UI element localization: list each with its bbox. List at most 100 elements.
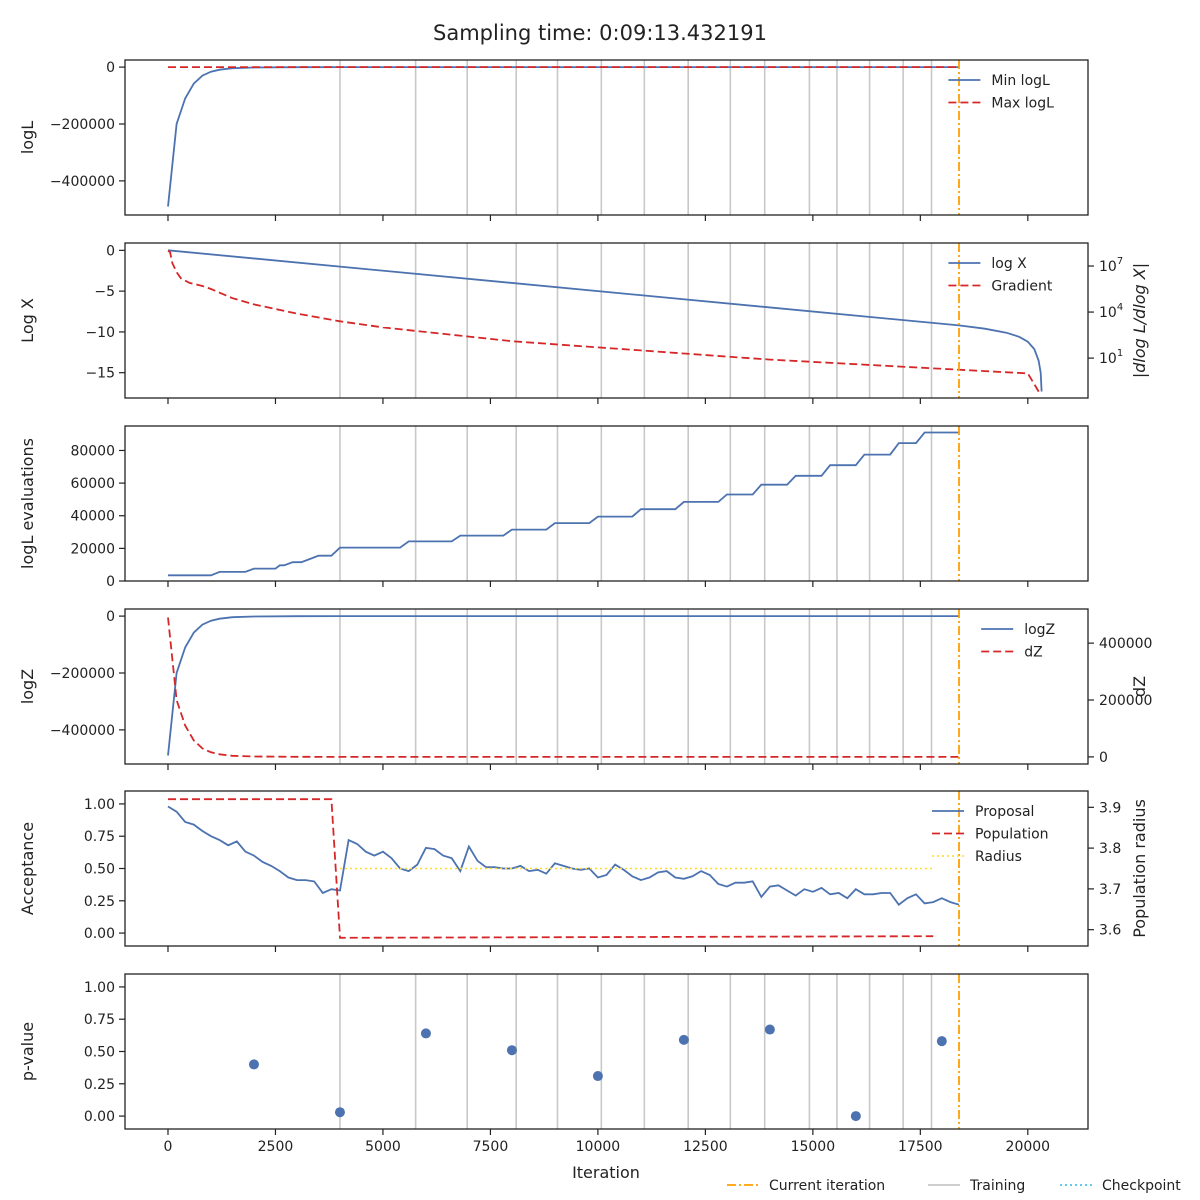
legend-logz: logZ dZ	[981, 622, 1055, 661]
y2-tick-label: 200000	[1099, 693, 1152, 709]
series-line-proposal	[167, 805, 960, 906]
legend-label: Max logL	[991, 96, 1054, 112]
legend-label: Population	[975, 827, 1049, 843]
series-line-gradient	[167, 249, 1042, 396]
y-tick-label: 40000	[70, 509, 115, 525]
panel-logx: 0 −5 −10 −15 Log X 101 104 107 |dlog L/dlog X| lo…	[18, 242, 1149, 404]
y-tick-label: 0	[106, 243, 115, 259]
legend-accept: Proposal Population Radius	[932, 804, 1049, 865]
series-line-min-logl	[167, 66, 959, 207]
tick-exponent: 1	[1117, 348, 1123, 359]
y-tick-label: −200000	[50, 117, 115, 133]
y2-tick-label: 3.7	[1099, 882, 1121, 898]
y-axis-label: logL	[18, 121, 37, 154]
series-line-population	[168, 798, 934, 939]
tick-exponent: 7	[1117, 256, 1123, 267]
data-point	[592, 1071, 603, 1082]
y-tick-label: 0.75	[84, 829, 115, 845]
series-line-dz	[167, 617, 959, 758]
plot-frame	[124, 608, 1089, 765]
y-tick-label: 1.00	[84, 980, 115, 996]
plot-frame	[124, 242, 1089, 399]
y-tick-label: 80000	[70, 443, 115, 459]
y-tick-label: 0.75	[84, 1012, 115, 1028]
data-point	[850, 1111, 861, 1122]
legend-label: Gradient	[991, 279, 1052, 295]
y2-axis-label: |dlog L/dlog X|	[1130, 263, 1149, 378]
y2-tick-label: 0	[1099, 750, 1108, 766]
x-tick-label: 5000	[365, 1139, 401, 1155]
series-line-logz	[167, 615, 959, 756]
legend-label: Proposal	[975, 804, 1034, 820]
x-tick-label: 7500	[473, 1139, 509, 1155]
series-group	[167, 249, 1043, 396]
panels: 0 −200000 −400000 logL Min logL Max logL 0 −5 −1…	[18, 59, 1152, 1155]
x-tick-label: 15000	[791, 1139, 836, 1155]
x-tick-label: 20000	[1006, 1139, 1051, 1155]
y-tick-label: −15	[85, 366, 115, 382]
data-point	[678, 1034, 689, 1045]
legend-label: Min logL	[991, 73, 1050, 89]
x-tick-label: 10000	[576, 1139, 621, 1155]
y-tick-label: 0.50	[84, 1045, 115, 1061]
y2-tick-label: 3.6	[1099, 923, 1121, 939]
plot-frame	[124, 973, 1089, 1130]
y-tick-label: 1.00	[84, 797, 115, 813]
y-tick-label: 60000	[70, 476, 115, 492]
y-tick-label: 0	[106, 60, 115, 76]
y2-tick-label: 3.9	[1099, 800, 1121, 816]
y2-tick-label: 3.8	[1099, 841, 1121, 857]
panel-accept: 0.00 0.25 0.50 0.75 1.00 Acceptance 3.6 3.7 3.8 3…	[18, 790, 1149, 952]
series-group	[248, 1024, 947, 1122]
x-tick-label: 12500	[683, 1139, 728, 1155]
y2-tick-label: 104	[1099, 302, 1123, 321]
chart-title: Sampling time: 0:09:13.432191	[433, 21, 767, 45]
panel-pvalue: 0.00 0.25 0.50 0.75 1.00 p-value 0 2500 5000 7500…	[18, 973, 1089, 1155]
series-group	[167, 798, 960, 939]
bottom-legend: Current iteration Training Checkpoint	[727, 1178, 1181, 1194]
legend-label: dZ	[1024, 645, 1042, 661]
panel-logz: 0 −200000 −400000 logZ 0 200000 400000 dZ logZ dZ	[18, 608, 1152, 770]
tick-exponent: 4	[1117, 302, 1123, 313]
bottom-legend-label: Checkpoint	[1102, 1178, 1181, 1194]
data-point	[248, 1059, 259, 1070]
y-tick-label: 0	[106, 574, 115, 590]
x-tick-label: 17500	[898, 1139, 943, 1155]
y-tick-label: −10	[85, 325, 115, 341]
plot-frame	[124, 425, 1089, 582]
y-tick-label: −400000	[50, 174, 115, 190]
legend-logl: Min logL Max logL	[948, 73, 1054, 112]
data-point	[936, 1036, 947, 1047]
y-tick-label: 0	[106, 609, 115, 625]
series-line-log-x	[167, 249, 1043, 392]
legend-label: log X	[991, 256, 1027, 272]
series-group	[168, 431, 959, 577]
x-tick-label: 0	[164, 1139, 173, 1155]
series-group	[167, 66, 959, 207]
y-axis-label: logL evaluations	[18, 438, 37, 569]
panel-evals: 0 20000 40000 60000 80000 logL evaluations	[18, 425, 1089, 590]
y2-axis-label: dZ	[1130, 676, 1149, 697]
data-point	[420, 1028, 431, 1039]
series-group	[167, 615, 959, 758]
y2-tick-label: 107	[1099, 256, 1123, 275]
bottom-legend-label: Training	[969, 1178, 1025, 1194]
y2-axis-label: Population radius	[1130, 799, 1149, 938]
data-point	[334, 1107, 345, 1118]
y-axis-label: logZ	[18, 669, 37, 704]
y-tick-label: −5	[94, 284, 115, 300]
y-tick-label: 0.25	[84, 1077, 115, 1093]
data-point	[764, 1024, 775, 1035]
panel-logl: 0 −200000 −400000 logL Min logL Max logL	[18, 59, 1089, 221]
y-tick-label: 20000	[70, 541, 115, 557]
x-tick-label: 2500	[258, 1139, 294, 1155]
y2-tick-label: 400000	[1099, 636, 1152, 652]
legend-label: logZ	[1024, 622, 1055, 638]
legend-label: Radius	[975, 849, 1022, 865]
y-tick-label: 0.25	[84, 894, 115, 910]
plot-frame	[124, 59, 1089, 216]
y-axis-label: Log X	[18, 298, 37, 343]
y-axis-label: Acceptance	[18, 822, 37, 915]
y2-tick-label: 101	[1099, 348, 1123, 367]
